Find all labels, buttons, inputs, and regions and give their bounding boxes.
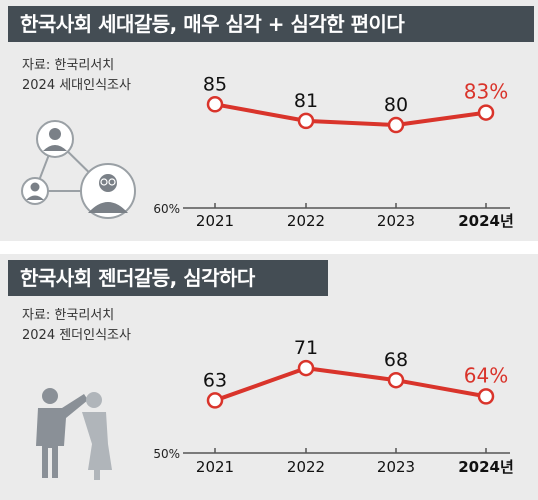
man-woman-icon xyxy=(36,388,112,480)
x-tick-label: 2021 xyxy=(196,458,234,476)
data-label: 85 xyxy=(203,73,227,95)
data-point xyxy=(387,116,405,134)
line-chart: 50% 2021 2022 2023 2024년 63 71 68 64% xyxy=(153,337,514,476)
series-line xyxy=(214,366,487,403)
generation-network-icon xyxy=(21,120,136,219)
y-axis-min-label: 50% xyxy=(153,447,180,461)
generation-conflict-panel: 한국사회 세대갈등, 매우 심각 + 심각한 편이다 자료: 한국리서치 202… xyxy=(0,0,538,241)
data-point xyxy=(477,104,495,121)
source-line: 자료: 한국리서치 xyxy=(22,308,115,323)
source-text: 자료: 한국리서치 2024 젠더인식조사 xyxy=(22,306,131,346)
data-label: 71 xyxy=(294,337,318,359)
data-label: 81 xyxy=(294,90,318,112)
chart-title: 한국사회 젠더갈등, 심각하다 xyxy=(8,260,328,296)
line-chart: 60% 2021 2022 2023 2024년 85 81 80 83% xyxy=(153,73,514,230)
data-point xyxy=(206,96,224,113)
data-label: 64% xyxy=(464,363,508,387)
source-line: 2024 세대인식조사 xyxy=(22,78,131,93)
x-tick-label: 2024년 xyxy=(458,212,514,230)
data-label: 83% xyxy=(464,80,508,104)
x-tick-label: 2022 xyxy=(287,212,325,230)
source-text: 자료: 한국리서치 2024 세대인식조사 xyxy=(22,56,131,96)
gender-conflict-panel: 한국사회 젠더갈등, 심각하다 자료: 한국리서치 2024 젠더인식조사 50… xyxy=(0,254,538,500)
source-line: 자료: 한국리서치 xyxy=(22,58,115,73)
data-point xyxy=(297,359,315,377)
data-label: 63 xyxy=(203,369,227,391)
x-tick-label: 2023 xyxy=(377,458,415,476)
data-point xyxy=(297,112,315,130)
data-point xyxy=(477,388,495,405)
y-axis-min-label: 60% xyxy=(153,202,180,216)
data-label: 80 xyxy=(384,94,408,116)
data-label: 68 xyxy=(384,349,408,371)
data-point xyxy=(206,392,224,409)
x-tick-label: 2024년 xyxy=(458,458,514,476)
data-point xyxy=(387,371,405,389)
x-tick-label: 2021 xyxy=(196,212,234,230)
series-line xyxy=(214,102,487,128)
chart-title: 한국사회 세대갈등, 매우 심각 + 심각한 편이다 xyxy=(8,6,534,42)
x-tick-label: 2022 xyxy=(287,458,325,476)
source-line: 2024 젠더인식조사 xyxy=(22,328,131,343)
x-tick-label: 2023 xyxy=(377,212,415,230)
